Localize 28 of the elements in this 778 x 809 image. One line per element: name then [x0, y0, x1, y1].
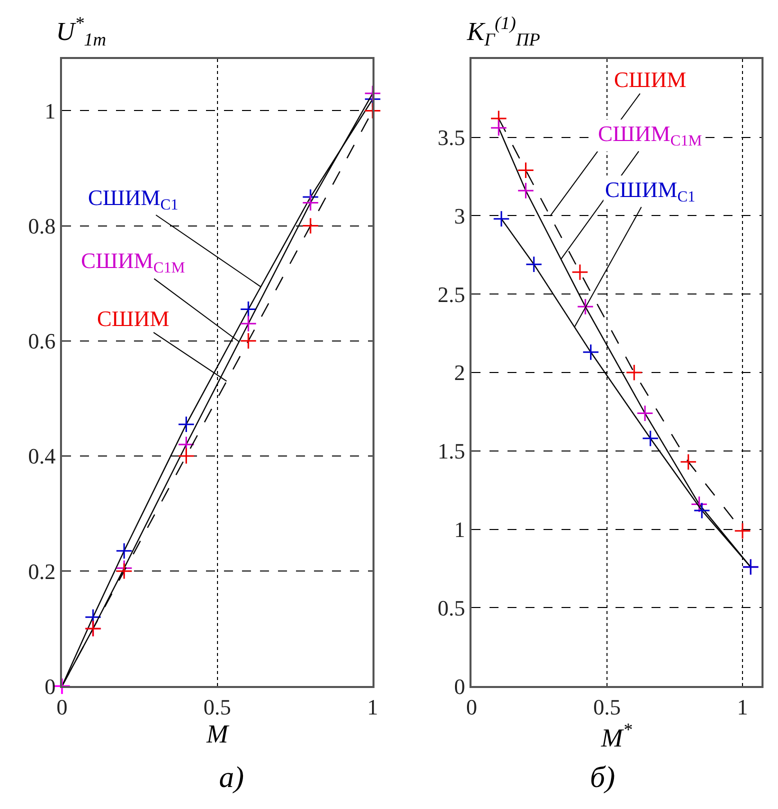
x-axis-title: M — [205, 720, 230, 749]
y-tick-label: 3 — [454, 203, 466, 228]
text: а) — [219, 761, 244, 794]
text: СШИМ$_{C1M}$ — [81, 248, 186, 277]
y-tick-label: 3.5 — [438, 125, 466, 150]
text: СШИМ$_{C1M}$ — [598, 121, 702, 150]
text: б) — [590, 761, 616, 794]
y-tick-label: 0.5 — [438, 595, 466, 620]
y-tick-label: 0.8 — [28, 213, 56, 238]
y-tick-label: 0.4 — [28, 444, 56, 469]
text: СШИМ — [97, 306, 170, 331]
text: СШИМ$_{C1}$ — [605, 177, 696, 206]
x-tick-label: 0.5 — [593, 694, 621, 720]
y-tick-label: 2.5 — [438, 282, 466, 307]
x-tick-label: 1 — [737, 694, 748, 720]
y-tick-label: 0.2 — [28, 558, 56, 584]
y-tick-label: 2 — [454, 360, 466, 386]
x-tick-label: 0.5 — [204, 694, 232, 720]
y-tick-label: 0.6 — [28, 328, 56, 354]
y-tick-label: 1.5 — [438, 438, 466, 464]
y-tick-label: 0 — [454, 674, 466, 699]
text: СШИМ$_{C1}$ — [88, 185, 178, 214]
y-tick-label: 1 — [44, 98, 56, 124]
x-axis-title: M$^{*}$ — [600, 720, 633, 752]
x-tick-label: 1 — [367, 694, 378, 720]
text: СШИМ — [614, 67, 686, 92]
y-tick-label: 1 — [454, 517, 466, 542]
y-tick-label: 0 — [44, 674, 56, 699]
